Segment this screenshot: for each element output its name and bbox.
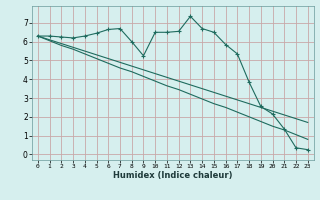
X-axis label: Humidex (Indice chaleur): Humidex (Indice chaleur) xyxy=(113,171,233,180)
